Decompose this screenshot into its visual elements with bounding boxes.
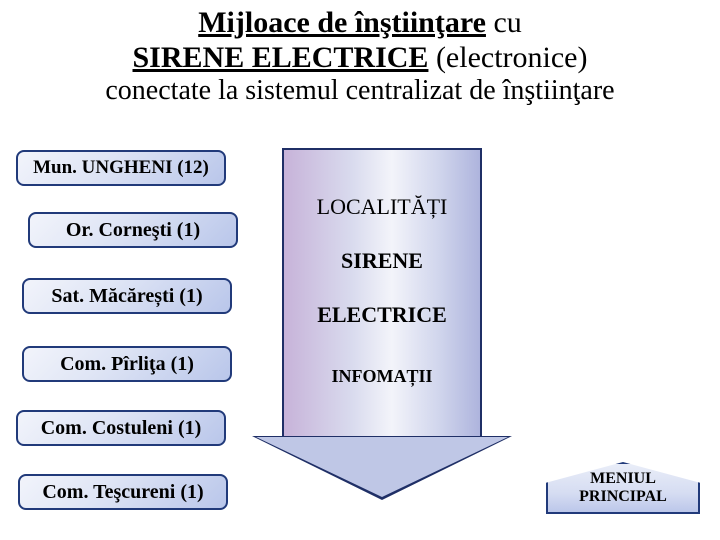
title-suffix-2: (electronice) xyxy=(428,41,587,74)
locality-button-5[interactable]: Com. Teşcureni (1) xyxy=(18,474,228,510)
arrow-label-sirene: SIRENE xyxy=(341,248,423,274)
arrow-label-localitati: LOCALITĂȚI xyxy=(317,194,448,220)
arrow-label-electrice: ELECTRICE xyxy=(317,302,447,328)
title-block: Mijloace de înştiinţare cu SIRENE ELECTR… xyxy=(0,0,720,107)
main-menu-label: MENIUL PRINCIPAL xyxy=(548,470,698,505)
locality-button-3[interactable]: Com. Pîrliţa (1) xyxy=(22,346,232,382)
locality-button-1[interactable]: Or. Corneşti (1) xyxy=(28,212,238,248)
locality-button-label: Com. Costuleni (1) xyxy=(41,417,202,440)
locality-button-label: Mun. UNGHENI (12) xyxy=(33,157,209,179)
info-arrow: LOCALITĂȚI SIRENE ELECTRICE INFOMAȚII xyxy=(282,148,482,502)
locality-button-4[interactable]: Com. Costuleni (1) xyxy=(16,410,226,446)
locality-button-2[interactable]: Sat. Măcărești (1) xyxy=(22,278,232,314)
title-underline-1: Mijloace de înştiinţare xyxy=(198,6,486,39)
arrow-shaft: LOCALITĂȚI SIRENE ELECTRICE INFOMAȚII xyxy=(282,148,482,438)
locality-button-0[interactable]: Mun. UNGHENI (12) xyxy=(16,150,226,186)
arrow-label-informatii: INFOMAȚII xyxy=(331,366,432,387)
title-suffix-1: cu xyxy=(486,6,522,39)
arrow-head-icon xyxy=(252,436,512,500)
locality-button-label: Com. Teşcureni (1) xyxy=(42,481,203,504)
title-line-3: conectate la sistemul centralizat de înş… xyxy=(20,75,700,107)
locality-button-label: Com. Pîrliţa (1) xyxy=(60,353,194,376)
title-underline-2: SIRENE ELECTRICE xyxy=(133,41,429,74)
main-menu-button[interactable]: MENIUL PRINCIPAL xyxy=(546,462,700,514)
locality-button-label: Sat. Măcărești (1) xyxy=(51,285,202,308)
locality-button-label: Or. Corneşti (1) xyxy=(66,219,200,242)
title-line-2: SIRENE ELECTRICE (electronice) xyxy=(20,41,700,76)
title-line-1: Mijloace de înştiinţare cu xyxy=(20,6,700,41)
